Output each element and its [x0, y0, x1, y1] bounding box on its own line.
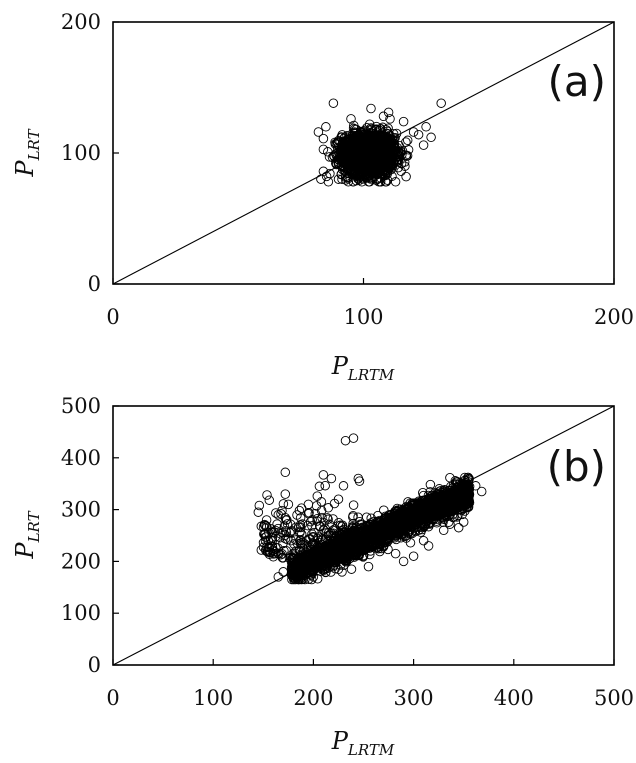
panel-a-x-tick-label-2: 200: [594, 305, 634, 329]
panel-a-point-1520: [337, 164, 348, 175]
panel-a-point-543: [402, 135, 413, 146]
panel-a-point-97: [318, 144, 329, 155]
panel-a-point-2011: [321, 122, 331, 132]
panel-a-point-1569: [383, 123, 393, 133]
panel-a-point-2010: [313, 127, 324, 137]
panel-a-point-2017: [398, 116, 409, 127]
panel-a-y-tick-label-0: 0: [88, 272, 101, 296]
panel-a-point-2019: [401, 171, 411, 182]
panel-a-y-tick-label-2: 200: [61, 10, 101, 34]
panel-a-point-1788: [364, 119, 375, 129]
panel-a-point-2007: [418, 140, 429, 150]
panel-a-y-axis-label: PLRT: [11, 128, 43, 177]
panel-a-point-2001: [366, 103, 376, 114]
panel-a-point-2006: [426, 132, 436, 143]
panel-a-point-893: [385, 114, 395, 124]
panel-a-x-axis-label-main: P: [331, 352, 349, 380]
panel-a-point-1712: [324, 152, 335, 162]
panel-a-point-2004: [421, 122, 431, 132]
panel-a-x-tick-label-1: 100: [343, 305, 383, 329]
panel-a-x-tick-label-0: 0: [106, 305, 119, 329]
panel-a-point-2014: [323, 177, 334, 187]
panel-a-points: [313, 98, 446, 187]
panel-a-point-2000: [328, 98, 339, 108]
panel-a-y-axis-label-main: P: [11, 160, 39, 178]
panel-a-point-2003: [436, 98, 446, 108]
panel-a-point-2005: [413, 129, 424, 140]
panel-a-point-1810: [392, 155, 402, 166]
panel-a-x-axis-label-sub: LRTM: [347, 366, 395, 384]
panel-a-identity-line: [112, 21, 615, 285]
panel-a-point-1303: [341, 175, 351, 185]
panel-b-points: [253, 433, 487, 585]
panel-a-point-1731: [382, 175, 393, 185]
panel-a-point-1793: [370, 167, 380, 178]
panel-a-y-tick-label-1: 100: [61, 141, 101, 165]
panel-a-y-axis-label-sub: LRT: [25, 128, 43, 161]
panel-a-point-1933: [401, 137, 411, 147]
panel-a-x-axis-label: PLRTM: [331, 352, 395, 384]
panel-a-label: (a): [547, 57, 606, 106]
panel-b-point-2255: [379, 505, 389, 515]
